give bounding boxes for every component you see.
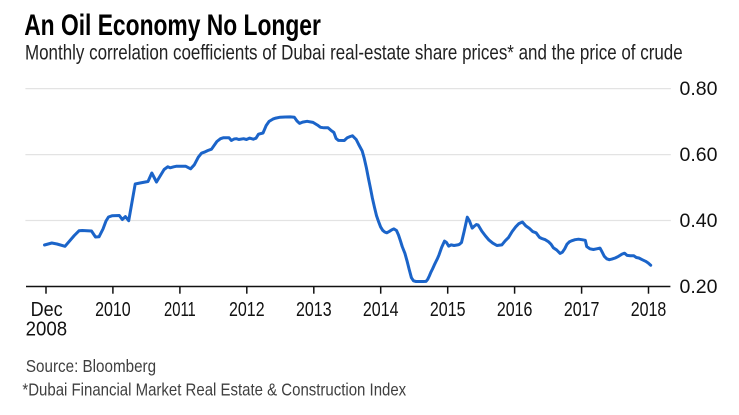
svg-text:2008: 2008 <box>26 318 68 341</box>
svg-text:2010: 2010 <box>95 297 131 320</box>
svg-text:2013: 2013 <box>296 297 332 320</box>
svg-text:0.80: 0.80 <box>680 78 718 100</box>
svg-text:An Oil Economy No Longer: An Oil Economy No Longer <box>24 8 321 42</box>
svg-text:2015: 2015 <box>430 297 466 320</box>
svg-text:Dec: Dec <box>31 299 63 321</box>
svg-text:2014: 2014 <box>363 297 399 320</box>
svg-text:Source: Bloomberg: Source: Bloomberg <box>26 356 156 377</box>
svg-text:0.20: 0.20 <box>680 276 718 298</box>
svg-text:2011: 2011 <box>164 298 196 321</box>
svg-text:2018: 2018 <box>631 297 667 320</box>
svg-text:2012: 2012 <box>229 297 265 320</box>
svg-text:*Dubai Financial Market Real E: *Dubai Financial Market Real Estate & Co… <box>22 379 406 400</box>
svg-text:0.40: 0.40 <box>680 210 718 232</box>
svg-text:2017: 2017 <box>564 297 600 320</box>
svg-text:0.60: 0.60 <box>680 144 718 166</box>
svg-text:2016: 2016 <box>497 297 533 320</box>
svg-text:Monthly correlation coefficien: Monthly correlation coefficients of Duba… <box>25 41 683 65</box>
